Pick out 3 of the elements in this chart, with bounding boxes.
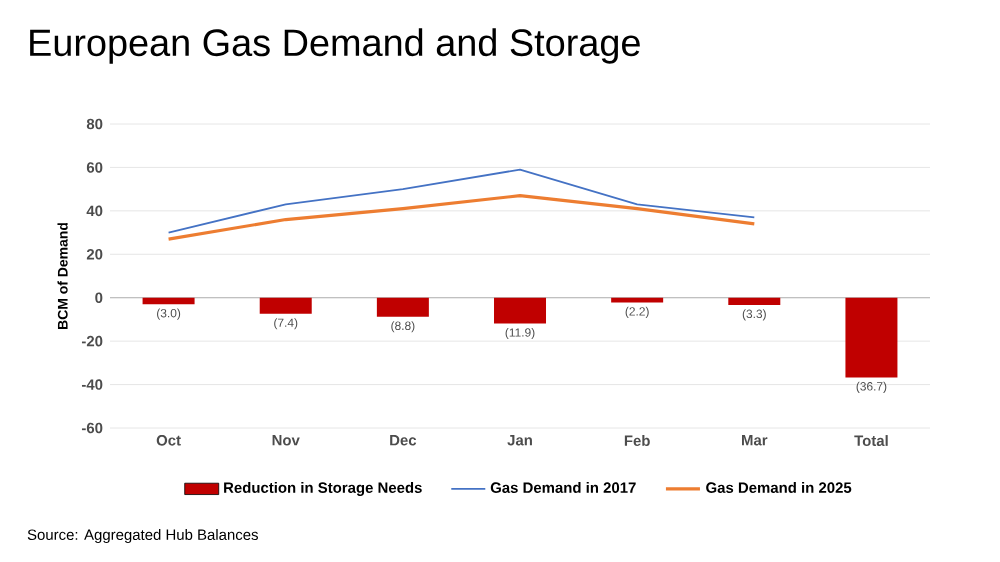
line-series: [166, 194, 756, 241]
line-series: [167, 168, 756, 234]
chart-title: European Gas Demand and Storage: [30, 28, 640, 64]
